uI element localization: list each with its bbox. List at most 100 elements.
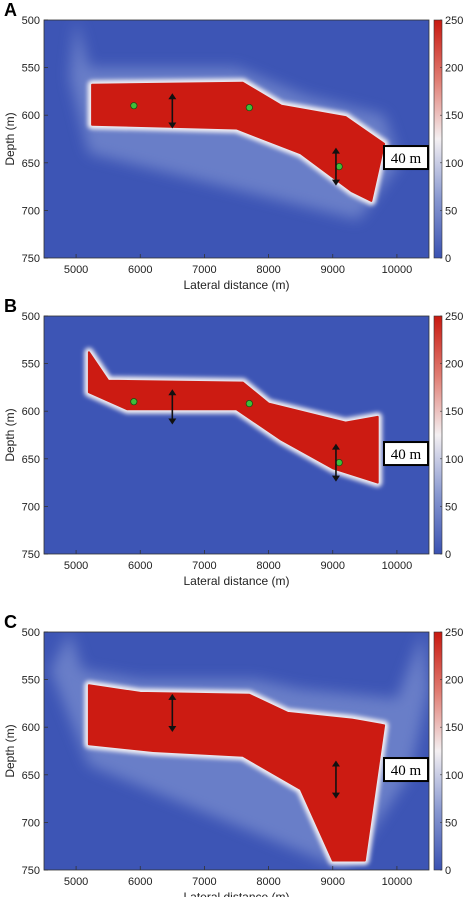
x-tick-label: 8000 <box>256 560 280 572</box>
colorbar-tick-label: 100 <box>445 158 463 170</box>
anomaly-body <box>87 684 386 862</box>
y-axis-label: Depth (m) <box>3 112 17 165</box>
y-tick-label: 700 <box>22 817 40 829</box>
colorbar-tick-label: 50 <box>445 205 457 217</box>
colorbar-tick-label: 100 <box>445 770 463 782</box>
y-tick-label: 750 <box>22 865 40 877</box>
colorbar-tick-label: 200 <box>445 359 463 371</box>
y-tick-label: 650 <box>22 454 40 466</box>
arrow-head <box>331 475 340 482</box>
colorbar-tick-label: 100 <box>445 454 463 466</box>
annotation-box <box>383 145 429 171</box>
data-point <box>130 102 138 110</box>
y-tick-label: 600 <box>22 110 40 122</box>
colorbar <box>433 631 443 871</box>
axes-frame <box>43 19 430 259</box>
plot-area <box>44 20 429 258</box>
x-tick-label: 5000 <box>64 264 88 276</box>
x-tick-label: 8000 <box>256 264 280 276</box>
annotation-box <box>383 441 429 467</box>
x-tick-label: 9000 <box>321 560 345 572</box>
y-tick-label: 750 <box>22 549 40 561</box>
y-tick-label: 500 <box>22 627 40 639</box>
colorbar <box>433 315 443 555</box>
y-tick-label: 600 <box>22 722 40 734</box>
colorbar-tick-label: 50 <box>445 501 457 513</box>
annotation-label: 40 m <box>391 763 422 779</box>
arrow-head <box>168 389 177 396</box>
anomaly-body <box>87 351 379 484</box>
y-tick-label: 500 <box>22 311 40 323</box>
x-tick-label: 9000 <box>321 876 345 888</box>
anomaly-body <box>91 81 386 202</box>
x-tick-label: 10000 <box>382 876 413 888</box>
arrow-head <box>168 122 177 129</box>
panel-letter: A <box>4 0 17 20</box>
x-tick-label: 10000 <box>382 264 413 276</box>
colorbar-tick-label: 150 <box>445 406 463 418</box>
colorbar-tick-label: 250 <box>445 15 463 27</box>
axes-frame <box>43 315 430 555</box>
x-tick-label: 7000 <box>192 876 216 888</box>
y-tick-label: 550 <box>22 63 40 75</box>
x-tick-label: 7000 <box>192 560 216 572</box>
annotation-label: 40 m <box>391 447 422 463</box>
colorbar-tick-label: 150 <box>445 722 463 734</box>
arrow-head <box>331 443 340 450</box>
x-tick-label: 5000 <box>64 560 88 572</box>
x-tick-label: 6000 <box>128 264 152 276</box>
colorbar-tick-label: 150 <box>445 110 463 122</box>
y-tick-label: 650 <box>22 770 40 782</box>
data-point <box>245 399 253 408</box>
arrow-head <box>331 179 340 186</box>
data-point <box>335 163 343 171</box>
colorbar-tick-label: 0 <box>445 549 451 561</box>
x-axis-label: Lateral distance (m) <box>183 890 289 897</box>
x-tick-label: 9000 <box>321 264 345 276</box>
axes-frame <box>43 631 430 871</box>
colorbar-tick-label: 50 <box>445 817 457 829</box>
y-tick-label: 750 <box>22 253 40 265</box>
arrow-head <box>168 693 177 700</box>
x-tick-label: 10000 <box>382 560 413 572</box>
colorbar-tick-label: 200 <box>445 63 463 75</box>
colorbar-tick-label: 0 <box>445 253 451 265</box>
y-axis-label: Depth (m) <box>3 408 17 461</box>
colorbar-tick-label: 0 <box>445 865 451 877</box>
data-point <box>130 398 138 406</box>
plot-area <box>44 632 429 870</box>
plot-area <box>44 316 429 554</box>
arrow-head <box>168 418 177 425</box>
colorbar-tick-label: 250 <box>445 311 463 323</box>
y-tick-label: 550 <box>22 359 40 371</box>
data-point <box>245 103 253 112</box>
y-tick-label: 650 <box>22 158 40 170</box>
arrow-head <box>331 792 340 799</box>
y-tick-label: 550 <box>22 675 40 687</box>
colorbar <box>433 19 443 259</box>
y-axis-label: Depth (m) <box>3 724 17 777</box>
x-tick-label: 5000 <box>64 876 88 888</box>
colorbar-tick-label: 250 <box>445 627 463 639</box>
panel-letter: C <box>4 612 17 632</box>
arrow-head <box>331 760 340 767</box>
y-tick-label: 500 <box>22 15 40 27</box>
data-point <box>335 459 343 467</box>
x-tick-label: 6000 <box>128 560 152 572</box>
x-tick-label: 7000 <box>192 264 216 276</box>
arrow-head <box>168 725 177 732</box>
x-axis-label: Lateral distance (m) <box>183 278 289 292</box>
y-tick-label: 600 <box>22 406 40 418</box>
x-tick-label: 8000 <box>256 876 280 888</box>
colorbar-tick-label: 200 <box>445 675 463 687</box>
y-tick-label: 700 <box>22 501 40 513</box>
arrow-head <box>331 147 340 154</box>
x-axis-label: Lateral distance (m) <box>183 574 289 588</box>
panel-letter: B <box>4 296 17 316</box>
annotation-box <box>383 757 429 783</box>
x-tick-label: 6000 <box>128 876 152 888</box>
